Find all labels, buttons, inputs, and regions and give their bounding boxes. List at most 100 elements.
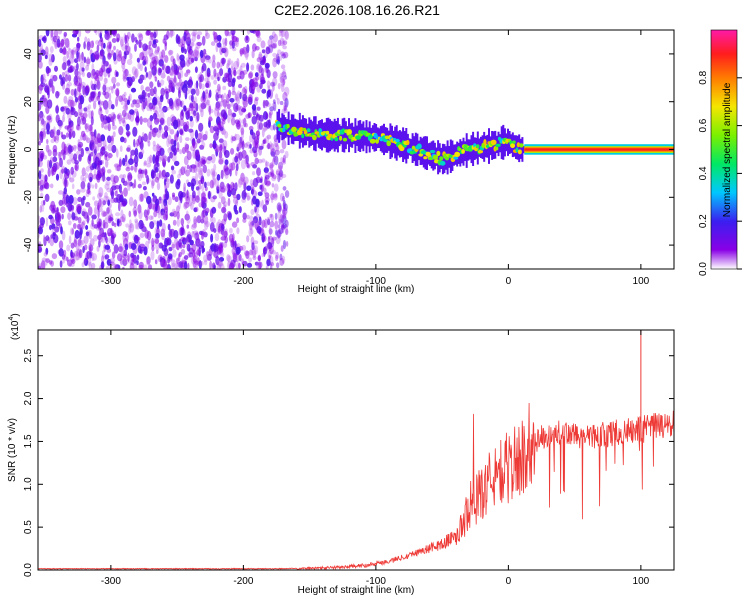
tone-blob	[494, 146, 499, 151]
noise-blob	[227, 108, 232, 116]
noise-blob	[283, 107, 288, 114]
noise-blob	[76, 42, 81, 49]
noise-blob	[265, 161, 270, 167]
x-tick-label: -200	[233, 576, 253, 587]
noise-blob	[102, 83, 107, 88]
noise-blob	[282, 239, 287, 250]
noise-blob	[93, 100, 97, 110]
tone-halo	[281, 113, 284, 141]
noise-blob	[78, 30, 82, 38]
noise-blob	[211, 60, 216, 69]
noise-blob	[76, 62, 79, 71]
noise-blob	[122, 233, 126, 243]
noise-blob	[68, 235, 72, 245]
noise-blob	[152, 129, 157, 135]
noise-blob	[121, 213, 126, 223]
noise-blob	[91, 253, 98, 261]
noise-blob	[186, 240, 189, 250]
noise-blob	[61, 165, 65, 172]
tone-blob	[483, 139, 487, 145]
noise-blob	[40, 99, 44, 107]
noise-blob	[77, 116, 81, 127]
noise-blob	[163, 178, 167, 186]
noise-blob	[243, 50, 250, 58]
noise-blob	[280, 51, 285, 57]
noise-blob	[275, 254, 279, 262]
noise-blob	[168, 97, 174, 107]
noise-blob	[150, 203, 156, 210]
noise-blob	[133, 262, 137, 269]
noise-blob	[102, 119, 107, 125]
noise-blob	[192, 254, 197, 264]
noise-blob	[187, 43, 191, 53]
noise-blob	[142, 74, 147, 81]
noise-blob	[77, 238, 82, 246]
noise-blob	[134, 165, 138, 173]
noise-blob	[145, 55, 149, 65]
noise-blob	[132, 99, 137, 105]
noise-blob	[160, 87, 165, 97]
noise-blob	[282, 207, 288, 216]
noise-blob	[212, 143, 218, 149]
noise-blob	[238, 262, 241, 269]
tone-blob	[418, 153, 424, 157]
noise-blob	[230, 162, 236, 171]
noise-blob	[182, 83, 188, 94]
noise-blob	[128, 210, 132, 218]
noise-blob	[119, 216, 126, 223]
tone-halo	[408, 138, 411, 156]
noise-blob	[152, 112, 158, 120]
noise-blob	[204, 207, 210, 214]
noise-blob	[244, 250, 250, 257]
noise-blob	[176, 262, 179, 269]
noise-blob	[74, 164, 78, 171]
y-tick-label: 20	[23, 96, 34, 108]
noise-blob	[84, 36, 88, 43]
noise-blob	[212, 31, 216, 36]
noise-blob	[113, 52, 117, 62]
noise-blob	[133, 211, 137, 218]
noise-blob	[185, 60, 191, 67]
noise-blob	[84, 106, 90, 113]
noise-blob	[269, 164, 274, 169]
noise-blob	[236, 120, 241, 130]
noise-blob	[90, 165, 95, 171]
noise-blob	[97, 164, 101, 174]
noise-blob	[228, 162, 234, 172]
noise-blob	[185, 57, 191, 62]
noise-blob	[122, 70, 127, 80]
noise-blob	[126, 147, 131, 152]
noise-blob	[53, 30, 59, 38]
noise-blob	[71, 183, 75, 190]
noise-blob	[72, 130, 76, 139]
noise-blob	[178, 86, 181, 94]
noise-blob	[85, 123, 90, 133]
noise-blob	[235, 92, 240, 102]
noise-blob	[249, 148, 254, 154]
noise-blob	[143, 162, 147, 167]
noise-blob	[106, 207, 110, 214]
noise-blob	[130, 87, 137, 93]
noise-blob	[180, 166, 186, 176]
noise-blob	[279, 100, 284, 106]
noise-blob	[267, 119, 271, 128]
tone-blob	[432, 154, 439, 160]
x-tick-label: 0	[506, 576, 512, 587]
noise-blob	[91, 262, 96, 269]
noise-blob	[56, 129, 61, 136]
noise-blob	[270, 196, 274, 204]
noise-blob	[38, 215, 41, 225]
noise-blob	[55, 105, 59, 114]
noise-blob	[194, 82, 198, 91]
noise-blob	[283, 101, 288, 111]
noise-blob	[105, 265, 112, 269]
noise-blob	[131, 254, 135, 263]
noise-blob	[124, 179, 129, 187]
noise-blob	[258, 53, 263, 61]
noise-blob	[99, 114, 104, 119]
noise-blob	[252, 77, 258, 85]
noise-blob	[155, 206, 158, 212]
noise-blob	[75, 124, 82, 131]
noise-blob	[121, 200, 127, 207]
